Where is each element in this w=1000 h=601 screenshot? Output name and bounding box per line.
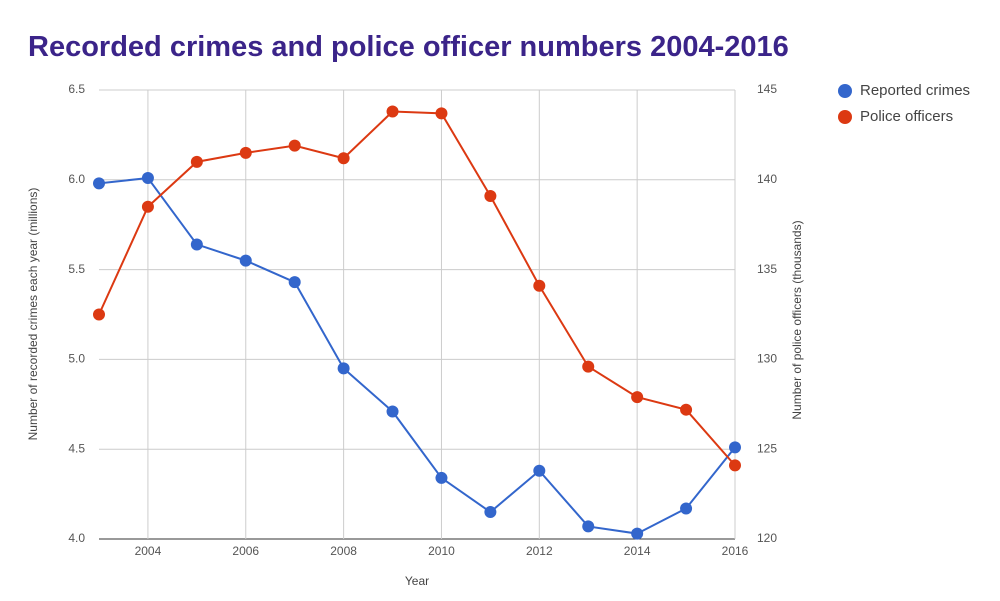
data-point: [533, 279, 546, 292]
y-tick-label: 4.5: [68, 441, 85, 455]
data-point: [729, 441, 741, 454]
data-point: [484, 189, 497, 202]
y2-tick-label: 140: [757, 172, 777, 186]
y-tick-label: 4.0: [68, 531, 85, 545]
y-tick-label: 5.5: [68, 262, 85, 276]
y2-axis-title: Number of police officers (thousands): [790, 220, 804, 419]
x-axis-title: Year: [405, 574, 429, 588]
y2-tick-label: 145: [757, 82, 777, 96]
y2-tick-label: 130: [757, 352, 777, 366]
data-point: [582, 360, 595, 373]
data-point: [386, 405, 399, 418]
data-point: [239, 254, 252, 267]
data-point: [288, 139, 301, 152]
data-point: [680, 403, 693, 416]
x-tick-label: 2016: [722, 544, 749, 558]
y-tick-label: 6.5: [68, 82, 85, 96]
data-point: [680, 502, 693, 515]
data-point: [484, 506, 497, 519]
data-point: [239, 146, 252, 159]
y2-tick-label: 125: [757, 441, 777, 455]
data-point: [190, 238, 203, 251]
legend-marker: [838, 110, 852, 124]
y2-tick-label: 135: [757, 262, 777, 276]
data-point: [386, 105, 399, 118]
data-point: [435, 471, 448, 484]
data-point: [729, 459, 741, 472]
x-tick-label: 2012: [526, 544, 553, 558]
data-point: [141, 172, 154, 185]
series-line: [98, 176, 736, 535]
data-point: [631, 527, 644, 540]
data-point: [93, 177, 105, 190]
x-tick-label: 2014: [624, 544, 651, 558]
data-point: [533, 464, 546, 477]
data-point: [582, 520, 595, 533]
y-tick-label: 5.0: [68, 352, 85, 366]
x-tick-label: 2008: [330, 544, 357, 558]
chart-title: Recorded crimes and police officer numbe…: [28, 31, 789, 63]
legend-label: Reported crimes: [860, 82, 970, 99]
data-point: [337, 362, 350, 375]
data-point: [435, 107, 448, 120]
data-point: [337, 152, 350, 165]
legend-label: Police officers: [860, 108, 953, 125]
data-point: [288, 276, 301, 289]
data-point: [631, 391, 644, 404]
data-point: [93, 308, 105, 321]
series-line: [98, 110, 736, 467]
y2-tick-label: 120: [757, 531, 777, 545]
data-point: [190, 155, 203, 168]
x-tick-label: 2006: [232, 544, 259, 558]
x-tick-label: 2010: [428, 544, 455, 558]
y-axis-title: Number of recorded crimes each year (mil…: [26, 188, 40, 441]
data-point: [141, 200, 154, 213]
y-tick-label: 6.0: [68, 172, 85, 186]
legend-marker: [838, 84, 852, 98]
x-tick-label: 2004: [135, 544, 162, 558]
